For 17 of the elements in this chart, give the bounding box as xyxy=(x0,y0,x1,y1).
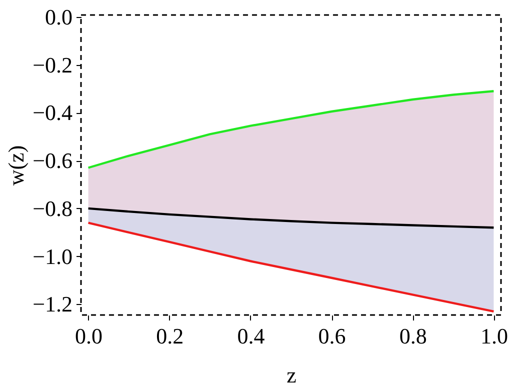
x-tick-label: 0.4 xyxy=(237,324,265,348)
line-series xyxy=(87,207,495,229)
y-tick-label: 0.0 xyxy=(45,4,72,30)
y-tick-label: −0.2 xyxy=(32,52,72,78)
y-tick-label: −0.8 xyxy=(32,196,72,221)
line-series xyxy=(87,90,495,169)
y-tick-label: −1.0 xyxy=(32,244,72,269)
y-tick-label: −0.4 xyxy=(32,100,72,126)
x-tick-label: 0.0 xyxy=(75,324,103,348)
y-axis-title: w(z) xyxy=(4,145,29,186)
x-tick-label: 0.6 xyxy=(318,324,346,348)
x-tick-label: 1.0 xyxy=(480,324,508,348)
y-tick-label: −0.6 xyxy=(32,148,72,174)
x-axis-title: z xyxy=(286,362,297,388)
x-tick-label: 0.8 xyxy=(399,324,427,348)
x-tick-label: 0.2 xyxy=(156,324,184,348)
y-tick-label: −1.2 xyxy=(32,292,72,317)
